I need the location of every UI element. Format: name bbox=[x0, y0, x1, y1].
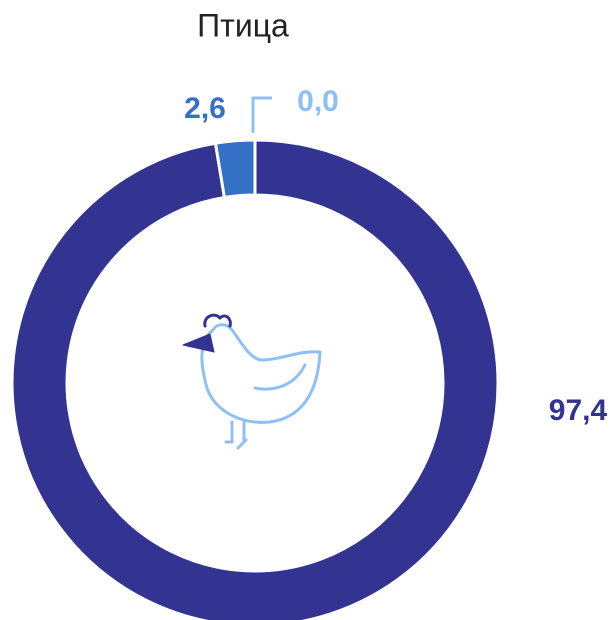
value-label: 2,6 bbox=[184, 92, 226, 125]
value-label: 97,4 bbox=[549, 394, 608, 427]
donut bbox=[10, 138, 500, 620]
value-label: 0,0 bbox=[297, 85, 339, 118]
chart-title: Птица bbox=[197, 7, 289, 43]
chicken-icon bbox=[182, 313, 322, 450]
leader-line bbox=[251, 96, 272, 133]
donut-segment bbox=[10, 138, 500, 620]
